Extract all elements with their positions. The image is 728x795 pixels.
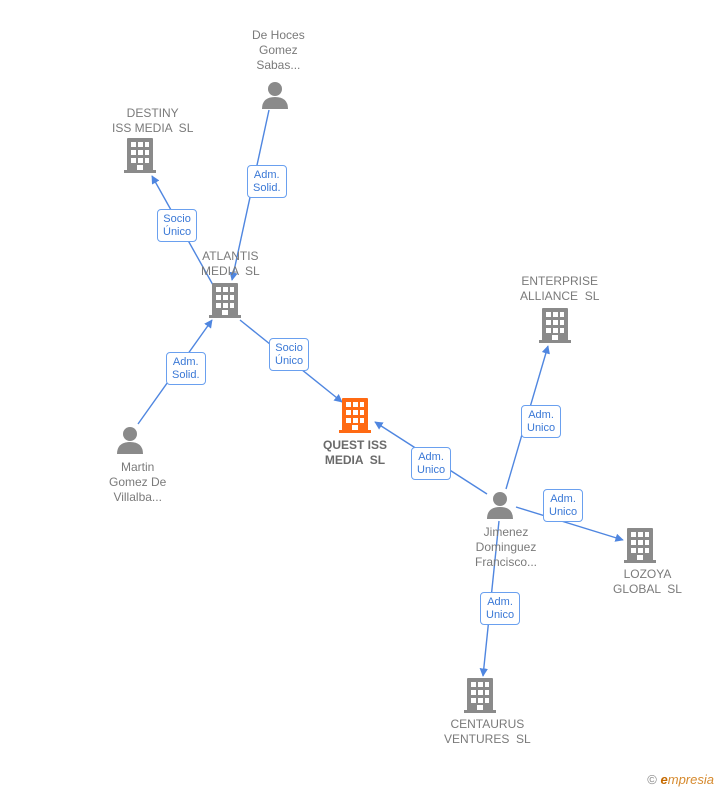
node-label-lozoya: LOZOYA GLOBAL SL [613, 567, 682, 597]
person-icon[interactable] [117, 427, 143, 454]
edge-label-jimenez-to-lozoya: Adm. Unico [543, 489, 583, 522]
copyright-symbol: © [647, 772, 657, 787]
building-icon[interactable] [539, 308, 571, 343]
edge-label-dehoces-to-atlantis: Adm. Solid. [247, 165, 287, 198]
edge-label-atlantis-to-quest: Socio Único [269, 338, 309, 371]
building-icon[interactable] [624, 528, 656, 563]
node-label-jimenez: Jimenez Dominguez Francisco... [475, 525, 537, 570]
node-label-martin: Martin Gomez De Villalba... [109, 460, 166, 505]
person-icon[interactable] [487, 492, 513, 519]
node-label-centaurus: CENTAURUS VENTURES SL [444, 717, 531, 747]
building-icon[interactable] [124, 138, 156, 173]
person-icon[interactable] [262, 82, 288, 109]
building-icon[interactable] [339, 398, 371, 433]
edge-label-martin-to-atlantis: Adm. Solid. [166, 352, 206, 385]
brand-name: empresia [661, 772, 714, 787]
edge-label-atlantis-to-destiny: Socio Único [157, 209, 197, 242]
edge-label-jimenez-to-enterprise: Adm. Unico [521, 405, 561, 438]
node-label-dehoces: De Hoces Gomez Sabas... [252, 28, 305, 73]
building-icon[interactable] [464, 678, 496, 713]
node-label-quest: QUEST ISS MEDIA SL [323, 438, 387, 468]
building-icon[interactable] [209, 283, 241, 318]
node-label-destiny: DESTINY ISS MEDIA SL [112, 106, 193, 136]
node-label-enterprise: ENTERPRISE ALLIANCE SL [520, 274, 599, 304]
node-label-atlantis: ATLANTIS MEDIA SL [201, 249, 260, 279]
attribution: © empresia [647, 772, 714, 787]
edge-label-jimenez-to-centaurus: Adm. Unico [480, 592, 520, 625]
edge-label-jimenez-to-quest: Adm. Unico [411, 447, 451, 480]
network-canvas [0, 0, 728, 795]
